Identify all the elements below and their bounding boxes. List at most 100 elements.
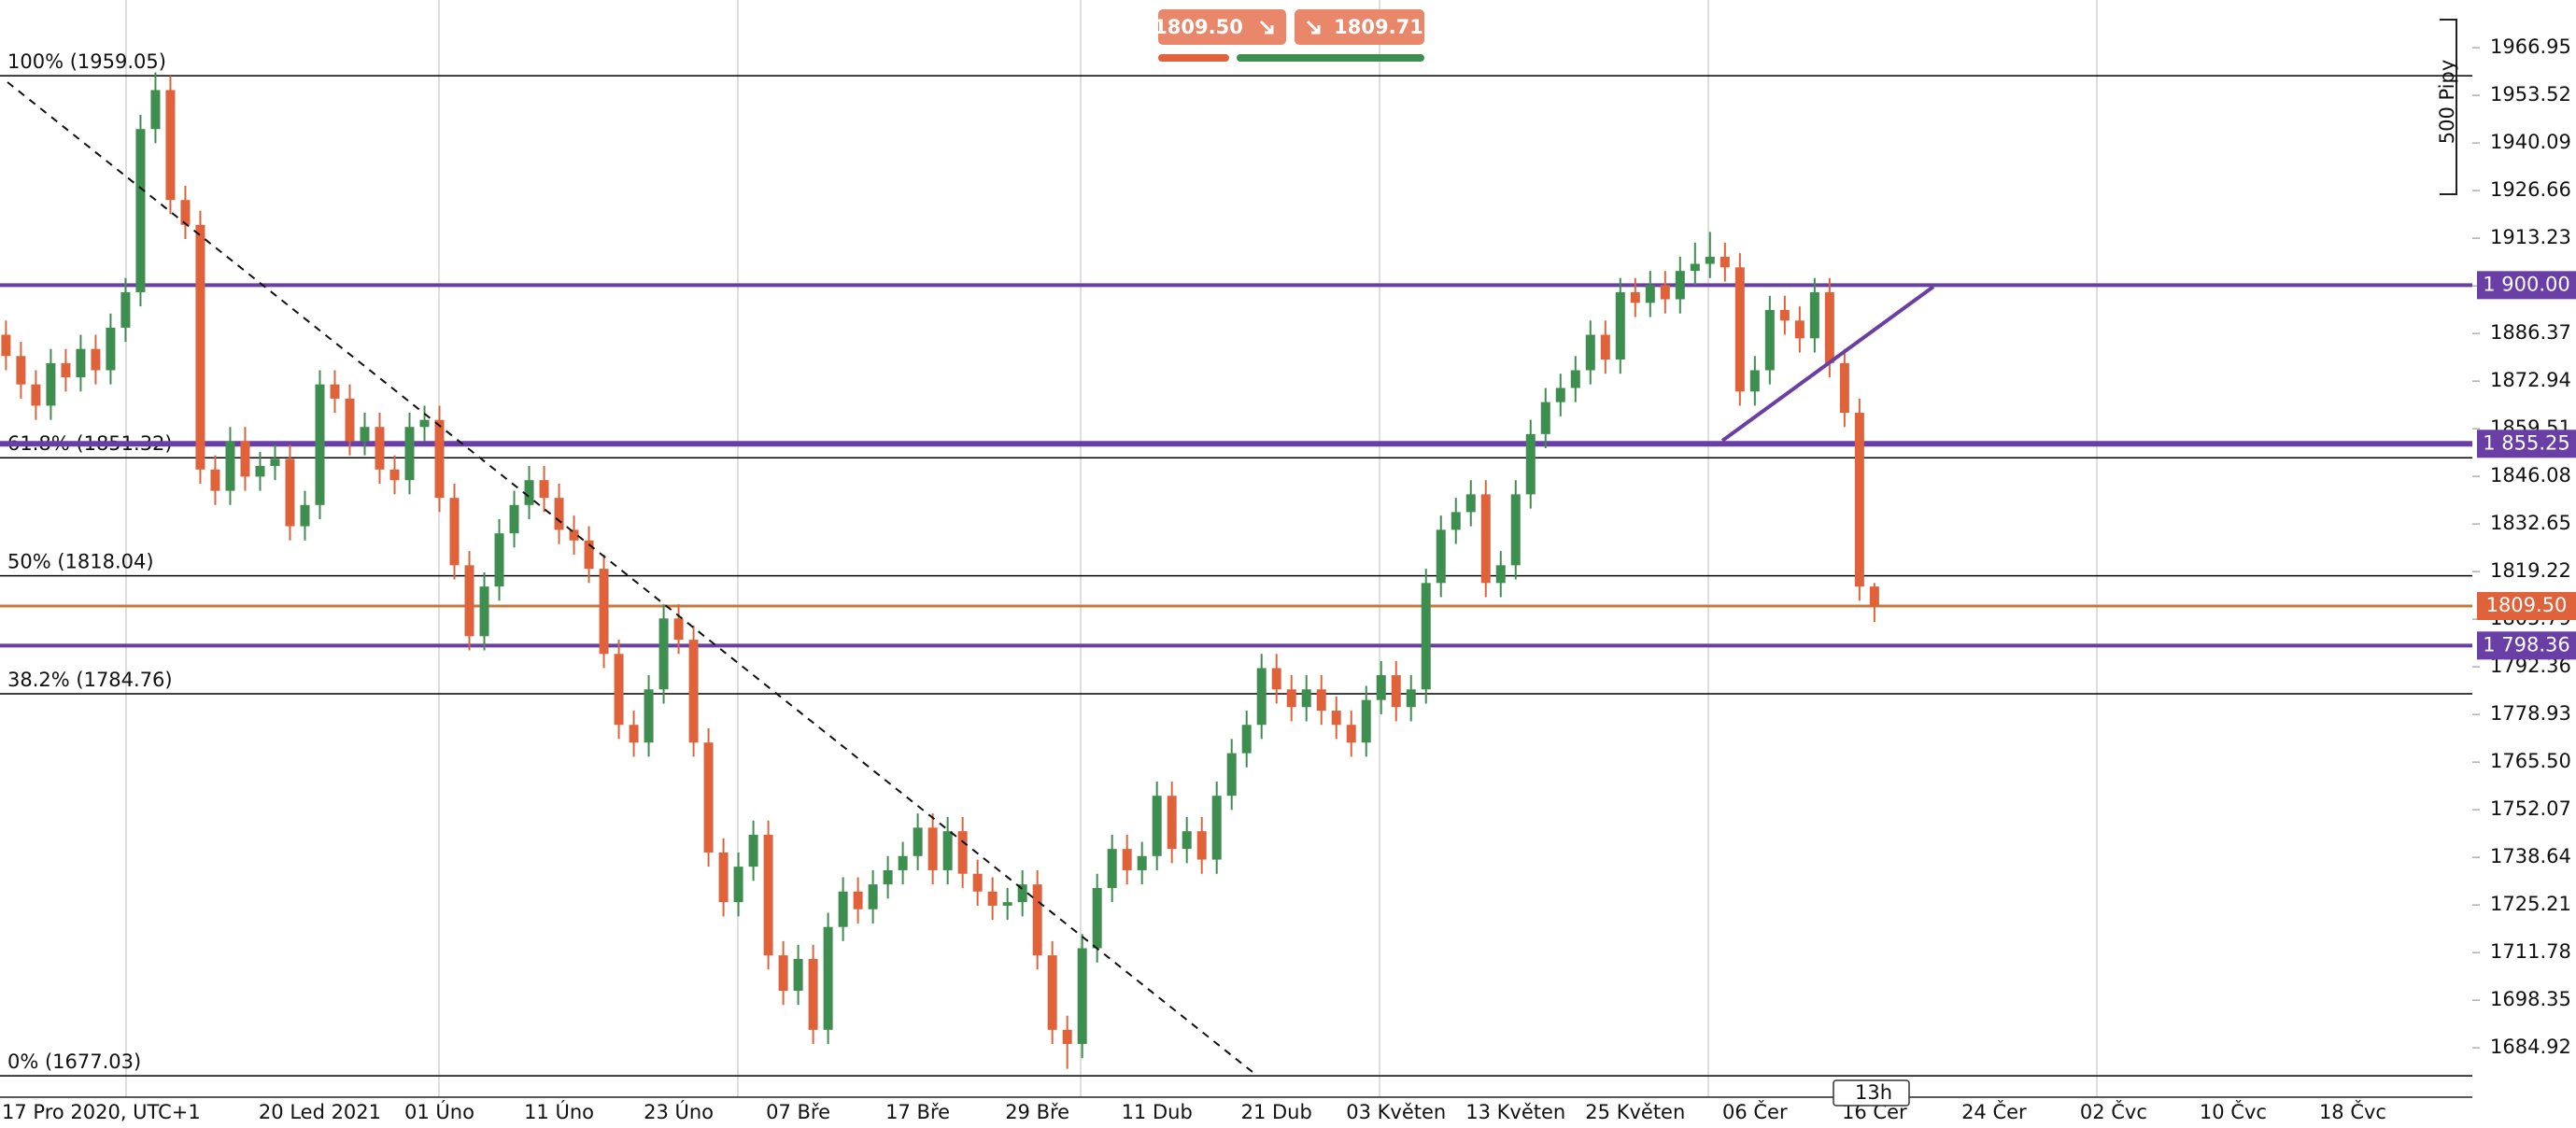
candle-body — [1600, 334, 1610, 360]
y-tick-label: 1872.94 — [2490, 369, 2571, 391]
candle-body — [509, 504, 519, 534]
candle-body — [1495, 565, 1506, 584]
candle-body — [1196, 831, 1207, 860]
candle-body — [1331, 711, 1341, 726]
candle-body — [1182, 831, 1192, 850]
candle-body — [16, 356, 26, 385]
fib-label: 0% (1677.03) — [7, 1050, 141, 1073]
candle-body — [972, 873, 983, 892]
candle-body — [434, 419, 445, 499]
candle-body — [1540, 402, 1550, 434]
candle-body — [479, 586, 489, 637]
candle-body — [330, 384, 340, 399]
candle-body — [270, 458, 280, 467]
candle-body — [1002, 902, 1012, 906]
x-tick-label: 03 Květen — [1346, 1101, 1446, 1123]
candle-body — [1152, 796, 1162, 856]
candle-body — [644, 689, 654, 743]
candle-body — [1630, 291, 1640, 303]
candle-body — [629, 725, 639, 743]
candle-body — [1675, 271, 1685, 300]
candle-body — [1660, 285, 1670, 300]
candle-body — [150, 90, 161, 130]
candle-body — [61, 362, 71, 378]
candle-body — [165, 90, 176, 201]
candle-body — [1839, 362, 1849, 414]
y-tick-label: 1725.21 — [2490, 893, 2571, 915]
candle-body — [748, 834, 758, 867]
candles — [1, 72, 1879, 1069]
trend-line — [1720, 285, 1935, 443]
y-tick-label: 1832.65 — [2490, 512, 2571, 534]
price-tag — [2477, 592, 2576, 621]
axis: 1966.951953.521940.091926.661913.231899.… — [2, 35, 2576, 1123]
x-tick-label: 17 Bře — [885, 1101, 950, 1123]
candle-body — [1, 334, 11, 357]
candle-body — [1690, 263, 1700, 272]
x-tick-label: 21 Dub — [1241, 1101, 1312, 1123]
candle-body — [703, 742, 714, 853]
candle-body — [913, 827, 923, 856]
candle-body — [763, 834, 773, 956]
timer-box — [1833, 1079, 1910, 1107]
candle-body — [76, 348, 86, 378]
candle-body — [554, 498, 564, 530]
x-tick-label: 17 Pro 2020, UTC+1 — [2, 1101, 201, 1123]
candle-body — [419, 419, 430, 428]
candle-body — [1226, 753, 1237, 797]
y-tick-label: 1711.78 — [2490, 940, 2571, 963]
candle-body — [46, 362, 56, 406]
candle-body — [1406, 689, 1416, 708]
x-tick-label: 18 Čvc — [2319, 1100, 2386, 1123]
x-tick-label: 01 Úno — [404, 1100, 474, 1123]
y-tick-label: 1886.37 — [2490, 321, 2571, 344]
candle-body — [1585, 334, 1595, 371]
candle-body — [1316, 689, 1326, 712]
candle-body — [898, 855, 908, 870]
candle-body — [1122, 849, 1132, 870]
month-grid — [125, 0, 2098, 1097]
candle-body — [1465, 494, 1476, 513]
candle-body — [1092, 887, 1102, 949]
y-tick-label: 1966.95 — [2490, 35, 2571, 58]
sell-button[interactable] — [1158, 9, 1286, 45]
x-tick-label: 24 Čer — [1961, 1100, 2027, 1123]
candle-body — [942, 831, 953, 870]
fib-label: 50% (1818.04) — [7, 551, 154, 573]
candle-body — [823, 926, 833, 1030]
candle-body — [389, 469, 400, 481]
candle-body — [1451, 512, 1461, 530]
x-tick-label: 13 Květen — [1465, 1101, 1565, 1123]
candle-body — [1047, 955, 1057, 1030]
fib-label: 38.2% (1784.76) — [7, 669, 173, 691]
sell-icon — [1259, 20, 1274, 35]
candle-body — [300, 504, 310, 527]
y-tick-label: 1940.09 — [2490, 131, 2571, 153]
candle-body — [569, 529, 579, 541]
y-tick-label: 1819.22 — [2490, 559, 2571, 582]
level-tag-label: 1 798.36 — [2483, 633, 2570, 656]
candle-body — [1734, 267, 1745, 392]
candle-body — [464, 565, 474, 637]
candle-body — [91, 348, 101, 371]
candle-body — [1032, 884, 1042, 956]
candle-body — [1570, 370, 1580, 388]
candle-body — [987, 891, 998, 906]
candle-body — [1062, 1029, 1072, 1045]
buy-button[interactable] — [1295, 9, 1424, 45]
pip-ruler — [2440, 19, 2457, 195]
pip-ruler-label: 500 Pipy — [2436, 60, 2458, 145]
x-tick-label: 20 Led 2021 — [259, 1101, 381, 1123]
candle-body — [1391, 675, 1401, 708]
candle-body — [1510, 494, 1521, 566]
candle-body — [584, 540, 594, 570]
candle-body — [1017, 884, 1027, 903]
level-tag-label: 1 900.00 — [2483, 273, 2570, 295]
candle-body — [614, 654, 624, 726]
candle-body — [1271, 668, 1281, 690]
candle-body — [31, 384, 41, 406]
candle-body — [135, 129, 146, 292]
candle-body — [658, 618, 669, 690]
candle-body — [1854, 413, 1864, 587]
y-tick-label: 1684.92 — [2490, 1036, 2571, 1058]
